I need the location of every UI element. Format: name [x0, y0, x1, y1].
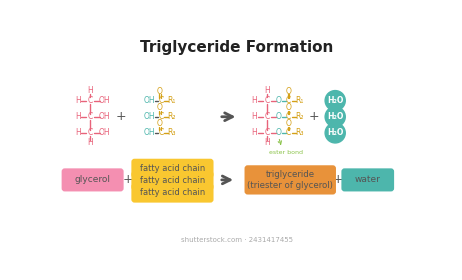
Text: +: +	[116, 110, 127, 123]
Text: OH: OH	[143, 96, 155, 105]
FancyBboxPatch shape	[131, 171, 213, 190]
Text: H: H	[75, 96, 81, 105]
Text: O: O	[157, 119, 163, 128]
Text: C: C	[158, 112, 164, 121]
Text: C: C	[264, 112, 270, 121]
Text: C: C	[264, 96, 270, 105]
Text: O: O	[157, 87, 163, 96]
Text: H: H	[252, 96, 257, 105]
Text: C: C	[264, 129, 270, 137]
Text: R₁: R₁	[168, 96, 176, 105]
Text: R₃: R₃	[295, 129, 304, 137]
Text: O: O	[276, 112, 281, 121]
Text: H: H	[75, 112, 81, 121]
Text: R₂: R₂	[295, 112, 304, 121]
Text: C: C	[286, 129, 292, 137]
Text: fatty acid chain: fatty acid chain	[140, 176, 205, 185]
FancyBboxPatch shape	[341, 168, 394, 192]
Text: fatty acid chain: fatty acid chain	[140, 164, 205, 173]
FancyBboxPatch shape	[131, 159, 213, 178]
Text: triglyceride
(triester of glycerol): triglyceride (triester of glycerol)	[247, 170, 333, 190]
Text: OH: OH	[143, 112, 155, 121]
Text: O: O	[286, 103, 292, 112]
Text: water: water	[355, 175, 381, 185]
Text: O: O	[276, 96, 281, 105]
Text: C: C	[286, 112, 292, 121]
Text: OH: OH	[143, 129, 155, 137]
Text: H₂O: H₂O	[327, 112, 343, 121]
Text: Triglyceride Formation: Triglyceride Formation	[140, 40, 334, 55]
Text: C: C	[88, 129, 93, 137]
Text: H₂O: H₂O	[327, 96, 343, 105]
Circle shape	[325, 107, 345, 127]
Text: O: O	[286, 119, 292, 128]
Text: glycerol: glycerol	[75, 175, 110, 185]
Text: H: H	[252, 129, 257, 137]
Text: C: C	[286, 96, 292, 105]
Text: fatty acid chain: fatty acid chain	[140, 188, 205, 197]
Text: C: C	[158, 96, 164, 105]
Text: +: +	[308, 110, 319, 123]
Text: ester bond: ester bond	[268, 150, 303, 155]
FancyBboxPatch shape	[61, 168, 124, 192]
Circle shape	[325, 91, 345, 111]
Text: O: O	[276, 129, 281, 137]
Text: H: H	[264, 138, 270, 148]
Text: +: +	[333, 173, 344, 186]
Text: OH: OH	[98, 96, 110, 105]
Text: shutterstock.com · 2431417455: shutterstock.com · 2431417455	[181, 237, 293, 243]
Text: C: C	[88, 112, 93, 121]
Text: R₁: R₁	[295, 96, 304, 105]
Text: H: H	[87, 86, 93, 95]
Text: OH: OH	[98, 112, 110, 121]
Circle shape	[325, 123, 345, 143]
Text: O: O	[286, 87, 292, 96]
Text: H: H	[264, 86, 270, 95]
Text: OH: OH	[98, 129, 110, 137]
Text: +: +	[122, 173, 133, 186]
Text: H: H	[75, 129, 81, 137]
Text: H₂O: H₂O	[327, 129, 343, 137]
Text: C: C	[88, 96, 93, 105]
Text: R₃: R₃	[167, 129, 176, 137]
Text: C: C	[158, 129, 164, 137]
Text: H: H	[252, 112, 257, 121]
Text: R₂: R₂	[167, 112, 176, 121]
FancyBboxPatch shape	[244, 165, 336, 195]
FancyBboxPatch shape	[131, 183, 213, 203]
Text: O: O	[157, 103, 163, 112]
Text: H: H	[87, 138, 93, 148]
